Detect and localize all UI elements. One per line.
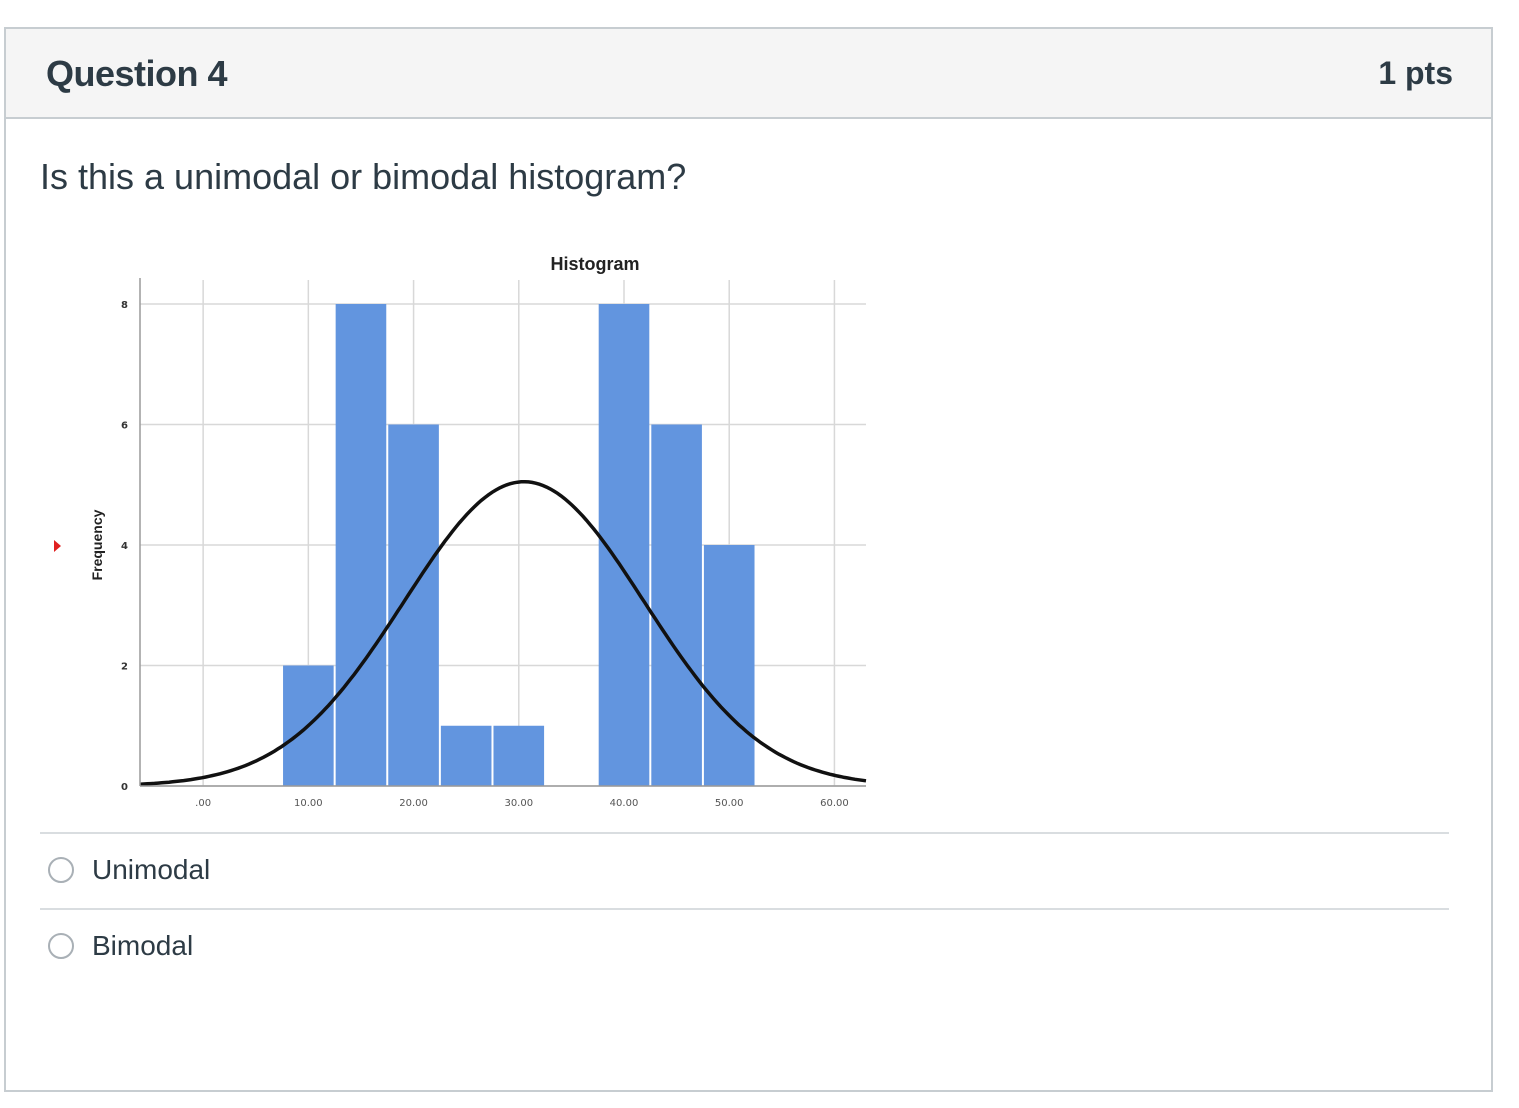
y-tick-label: 4 xyxy=(121,541,128,552)
question-card: Question 4 1 pts xyxy=(4,27,1493,1092)
x-tick-label: 60.00 xyxy=(820,798,849,809)
histogram-bar xyxy=(651,424,702,786)
y-tick-label: 2 xyxy=(121,662,128,673)
red-marker-icon xyxy=(54,540,61,552)
answer-label[interactable]: Bimodal xyxy=(92,930,194,961)
y-axis-label: Frequency xyxy=(89,509,105,580)
y-tick-label: 6 xyxy=(121,421,128,432)
x-tick-label: 50.00 xyxy=(715,798,744,809)
histogram-bar xyxy=(388,424,439,786)
answer-list: Unimodal Bimodal xyxy=(40,832,1449,984)
x-tick-labels: .00 10.00 20.00 30.00 40.00 50.00 60.00 xyxy=(195,798,849,809)
y-tick-labels: 0 2 4 6 8 xyxy=(121,300,128,793)
question-text: Is this a unimodal or bimodal histogram? xyxy=(40,156,687,197)
y-tick-label: 8 xyxy=(121,300,128,311)
normal-curve-line xyxy=(139,479,867,786)
question-title: Question 4 xyxy=(46,53,228,94)
answer-label[interactable]: Unimodal xyxy=(92,854,211,885)
question-points: 1 pts xyxy=(1378,55,1453,91)
chart-axes xyxy=(139,278,866,787)
radio-button-unimodal[interactable] xyxy=(48,857,74,883)
question-header: Question 4 1 pts xyxy=(6,29,1491,119)
normal-curve xyxy=(139,479,867,786)
answer-option-unimodal[interactable]: Unimodal xyxy=(40,832,1449,908)
chart-title: Histogram xyxy=(550,254,639,274)
x-tick-label: 10.00 xyxy=(294,798,323,809)
histogram-bar xyxy=(703,545,755,786)
x-tick-label: 30.00 xyxy=(504,798,533,809)
histogram-bar xyxy=(335,304,387,786)
histogram-bar xyxy=(493,725,545,786)
x-tick-label: 40.00 xyxy=(610,798,639,809)
x-tick-label: 20.00 xyxy=(399,798,428,809)
y-tick-label: 0 xyxy=(121,782,128,793)
histogram-bar xyxy=(440,725,492,786)
answer-option-bimodal[interactable]: Bimodal xyxy=(40,908,1449,984)
chart-grid xyxy=(140,280,866,787)
histogram-chart: Histogram Frequency .00 10.00 20.00 30.00 40… xyxy=(54,254,867,809)
radio-button-bimodal[interactable] xyxy=(48,933,74,959)
x-tick-label: .00 xyxy=(195,798,211,809)
